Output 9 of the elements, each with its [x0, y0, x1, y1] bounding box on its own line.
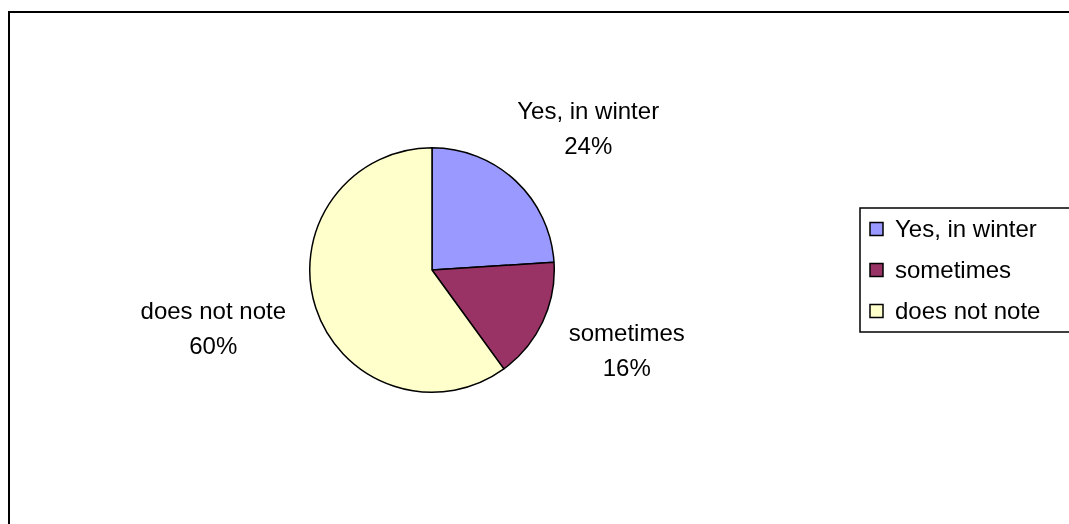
legend-label: sometimes — [895, 255, 1012, 283]
data-label: 60% — [189, 331, 238, 359]
legend-label: does not note — [895, 296, 1041, 324]
legend-label: Yes, in winter — [895, 214, 1037, 242]
slice-label: does not note — [140, 296, 287, 324]
slice-label: sometimes — [568, 318, 685, 346]
data-label: 24% — [564, 131, 613, 159]
slice-label: Yes, in winter — [517, 96, 660, 124]
data-label: 16% — [602, 353, 651, 381]
